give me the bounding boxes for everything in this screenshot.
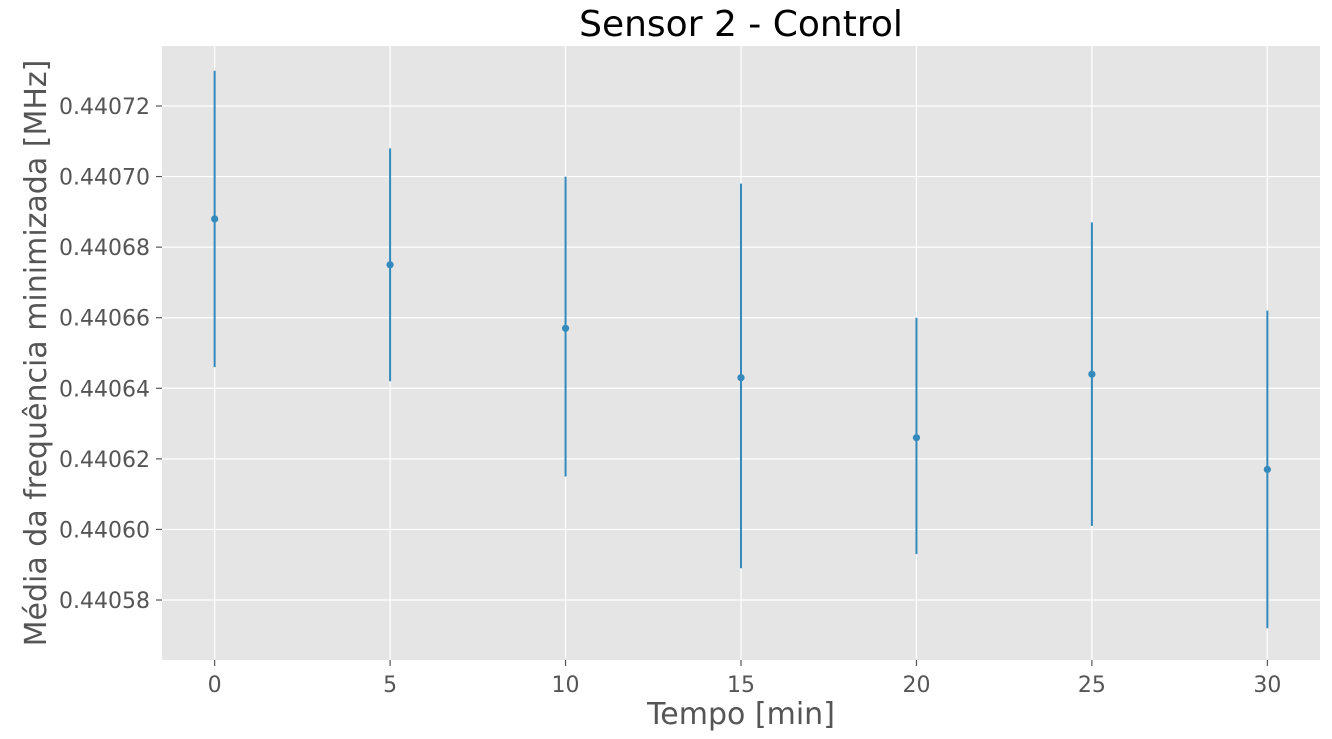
y-tick-label: 0.44070	[59, 166, 150, 191]
x-tick-label: 15	[727, 673, 755, 698]
x-tick-label: 25	[1078, 673, 1106, 698]
axis-ticks: 0 5 10 15 20 25 30 0.44058 0.44060 0.44062 0.44064…	[59, 95, 1281, 698]
data-point	[737, 374, 745, 382]
data-marks	[211, 70, 1271, 629]
x-tick-label: 5	[383, 673, 397, 698]
data-point	[211, 215, 219, 223]
y-tick-label: 0.44066	[59, 307, 150, 332]
x-tick-label: 20	[902, 673, 930, 698]
data-point	[386, 261, 394, 269]
chart-title: Sensor 2 - Control	[579, 4, 903, 45]
y-tick-label: 0.44072	[59, 95, 150, 120]
x-tick-label: 10	[552, 673, 580, 698]
x-tick-label: 30	[1253, 673, 1281, 698]
y-tick-label: 0.44060	[59, 518, 150, 543]
y-axis-label: Média da frequência minimizada [MHz]	[19, 60, 54, 647]
y-tick-label: 0.44058	[59, 589, 150, 614]
data-point	[1263, 465, 1271, 474]
x-axis-label: Tempo [min]	[646, 697, 835, 732]
data-point	[1088, 370, 1096, 378]
y-tick-label: 0.44062	[59, 448, 150, 473]
data-point	[561, 324, 570, 332]
data-point	[912, 434, 921, 442]
x-tick-label: 0	[208, 673, 222, 698]
y-tick-label: 0.44068	[59, 236, 150, 261]
y-tick-label: 0.44064	[59, 377, 150, 402]
